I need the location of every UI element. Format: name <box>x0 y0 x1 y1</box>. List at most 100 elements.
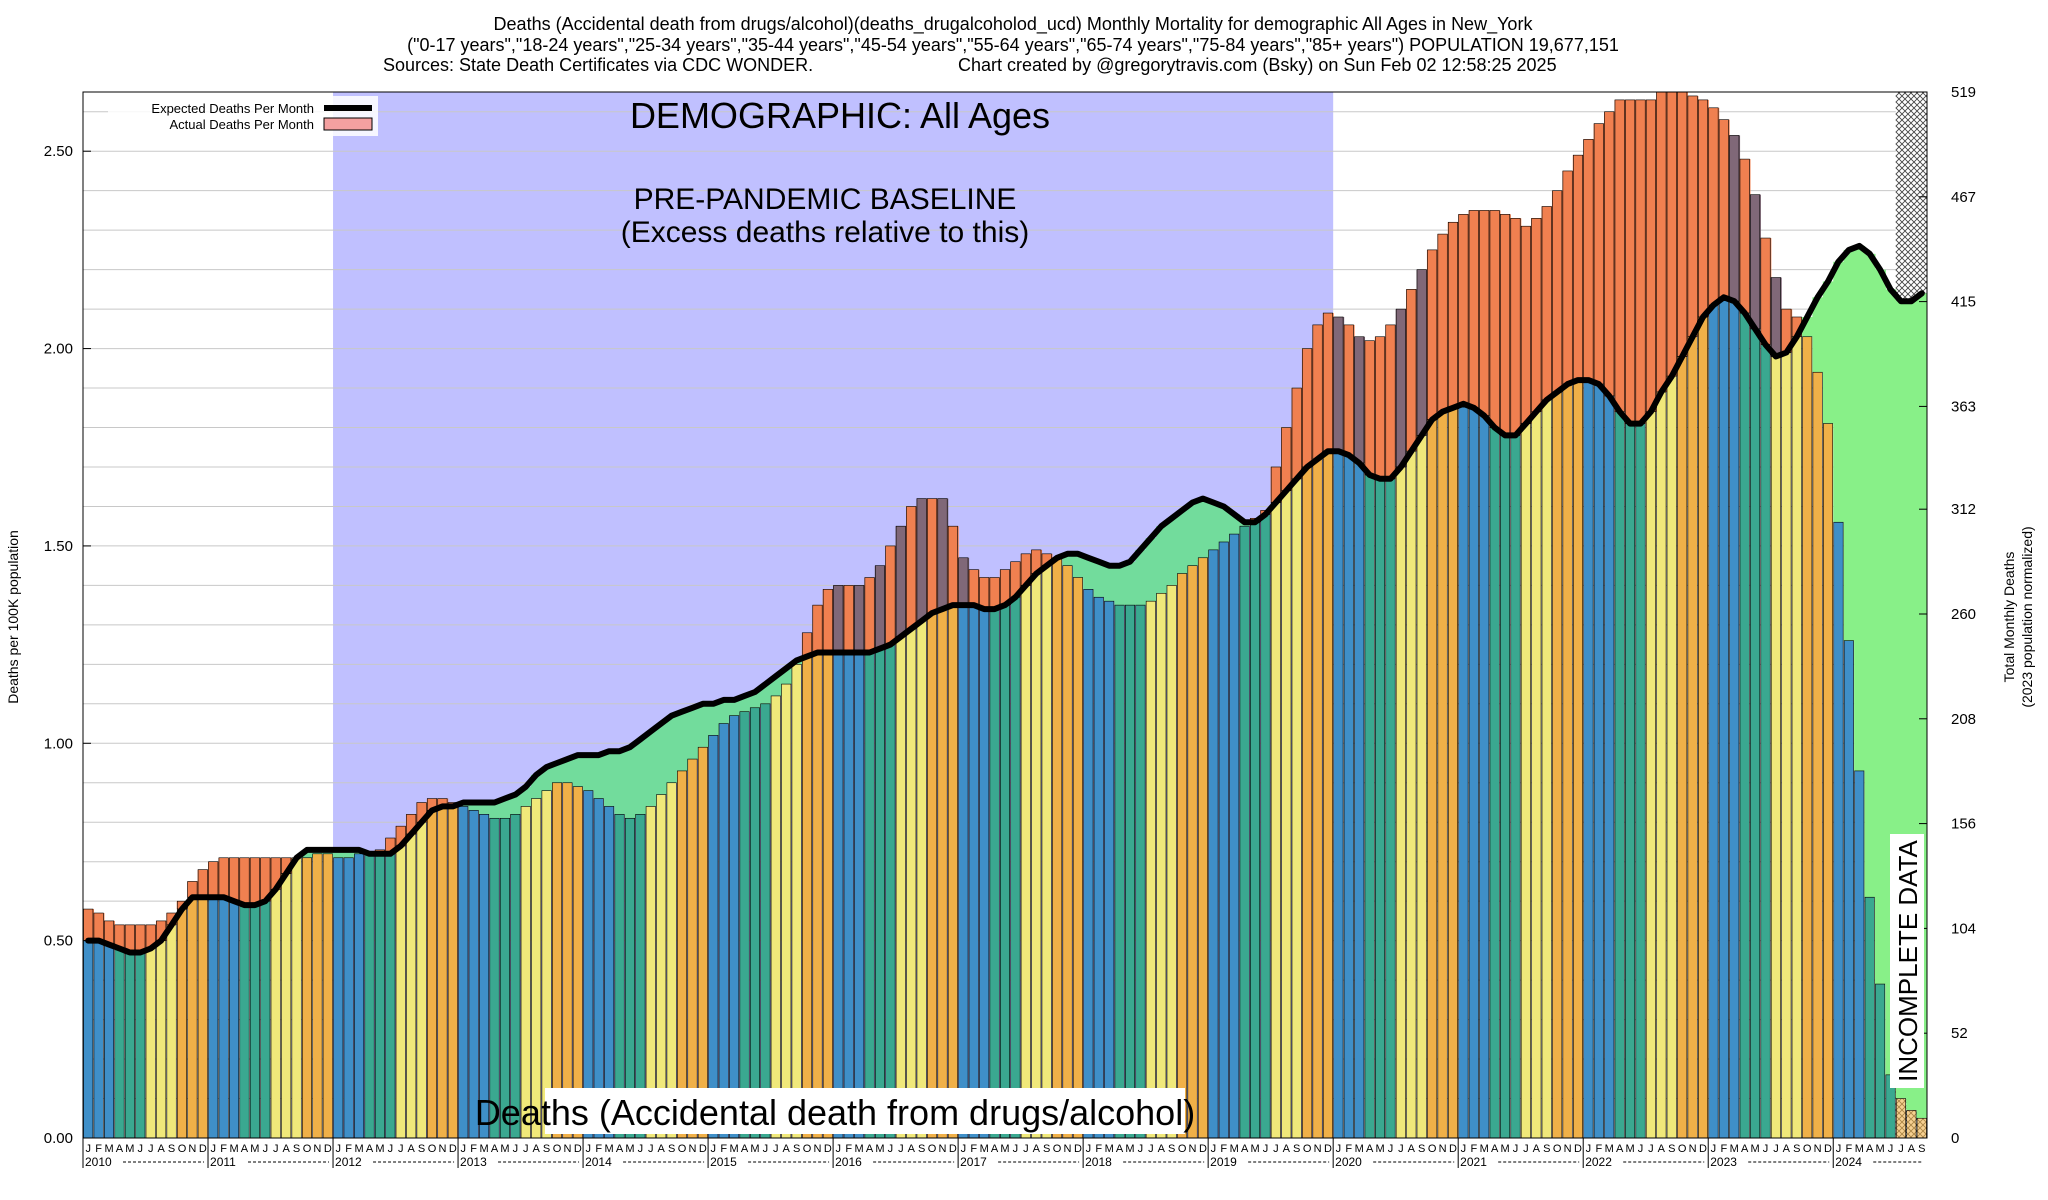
actual-bar <box>968 604 979 1138</box>
month-label: J <box>1773 1143 1779 1155</box>
actual-bar <box>718 723 729 1138</box>
actual-bar <box>666 782 677 1138</box>
actual-bar <box>1156 592 1167 1138</box>
y-right-axis-label-2: (2023 population normalized) <box>2019 526 2035 707</box>
actual-bar <box>927 612 938 1138</box>
actual-bar <box>822 652 833 1138</box>
month-label: M <box>104 1143 113 1155</box>
month-label: M <box>375 1143 384 1155</box>
deficit-fill <box>468 802 480 811</box>
actual-bar <box>791 664 802 1138</box>
month-label: F <box>1095 1143 1102 1155</box>
y-right-tick-label: 156 <box>1951 816 1976 833</box>
month-label: J <box>1138 1143 1144 1155</box>
month-label: A <box>1741 1143 1749 1155</box>
actual-bar <box>93 940 104 1138</box>
month-label: A <box>866 1143 874 1155</box>
actual-bar <box>1197 557 1208 1138</box>
year-label: 2023 <box>1710 1155 1737 1169</box>
actual-bar <box>270 889 281 1138</box>
excess-fill <box>1624 99 1636 424</box>
deficit-fill <box>739 695 751 712</box>
deficit-fill <box>708 703 720 736</box>
actual-bar <box>1250 521 1261 1138</box>
year-label: 2010 <box>85 1155 112 1169</box>
y-right-tick-label: 104 <box>1951 920 1976 937</box>
excess-fill <box>1541 206 1553 400</box>
actual-bar <box>1625 423 1636 1138</box>
actual-bar <box>1072 577 1083 1138</box>
month-label: J <box>1586 1143 1592 1155</box>
y-tick-label: 2.00 <box>44 341 73 358</box>
actual-bar <box>635 814 646 1138</box>
actual-bar <box>1708 304 1719 1138</box>
deficit-fill <box>1801 316 1814 337</box>
deficit-fill <box>676 711 688 771</box>
actual-bar <box>437 806 448 1138</box>
deficit-fill <box>1833 261 1845 523</box>
month-label: J <box>1461 1143 1467 1155</box>
actual-bar <box>541 790 552 1138</box>
month-label: J <box>961 1143 967 1155</box>
month-label: D <box>1699 1143 1707 1155</box>
actual-bar <box>1291 478 1302 1138</box>
actual-bar <box>1666 375 1677 1138</box>
deficit-fill <box>510 794 522 815</box>
y-right-tick-label: 415 <box>1951 294 1976 311</box>
actual-bar <box>187 896 198 1138</box>
month-label: F <box>1595 1143 1602 1155</box>
month-label: O <box>1803 1143 1812 1155</box>
actual-bar <box>1114 604 1125 1138</box>
month-label: A <box>1033 1143 1041 1155</box>
excess-fill <box>405 814 417 835</box>
actual-bar <box>1302 466 1313 1138</box>
month-label: A <box>282 1143 290 1155</box>
actual-bar <box>749 707 760 1138</box>
plot-border <box>82 91 1928 1139</box>
actual-bar <box>1270 502 1281 1138</box>
excess-fill <box>1572 155 1584 381</box>
month-label: A <box>741 1143 749 1155</box>
y-right-tick-label: 467 <box>1951 189 1976 206</box>
year-label: 2017 <box>960 1155 987 1169</box>
actual-bar <box>1833 521 1844 1138</box>
month-label: F <box>720 1143 727 1155</box>
excess-fill <box>1656 92 1668 392</box>
month-label: M <box>730 1143 739 1155</box>
excess-fill <box>999 569 1011 606</box>
excess-fill <box>124 924 136 953</box>
actual-bar <box>291 857 302 1138</box>
actual-bar <box>1208 549 1219 1138</box>
deficit-fill <box>781 668 793 685</box>
month-label: S <box>1043 1143 1050 1155</box>
actual-bar <box>614 814 625 1138</box>
actual-bar <box>135 952 146 1138</box>
actual-bar <box>1281 490 1292 1138</box>
excess-fill <box>208 861 220 898</box>
actual-bar <box>958 604 969 1138</box>
month-label: J <box>888 1143 894 1155</box>
actual-bar <box>312 853 323 1138</box>
deficit-fill <box>645 731 657 807</box>
actual-bar <box>1468 407 1479 1138</box>
deficit-fill <box>572 755 584 787</box>
month-label: O <box>428 1143 437 1155</box>
year-label: 2024 <box>1835 1155 1862 1169</box>
month-label: A <box>908 1143 916 1155</box>
actual-bar <box>406 833 417 1138</box>
month-label: M <box>125 1143 134 1155</box>
excess-fill <box>1676 92 1688 357</box>
month-label: A <box>1408 1143 1416 1155</box>
deficit-fill <box>687 707 699 760</box>
month-label: O <box>928 1143 937 1155</box>
excess-fill <box>1520 226 1532 424</box>
actual-bar <box>458 806 469 1138</box>
actual-bar <box>1052 557 1063 1138</box>
actual-bar <box>1916 1117 1927 1138</box>
actual-bar <box>1906 1110 1917 1138</box>
month-label: D <box>1199 1143 1207 1155</box>
month-label: F <box>1220 1143 1227 1155</box>
excess-fill <box>93 913 105 941</box>
actual-bar <box>510 814 521 1138</box>
month-label: F <box>970 1143 977 1155</box>
